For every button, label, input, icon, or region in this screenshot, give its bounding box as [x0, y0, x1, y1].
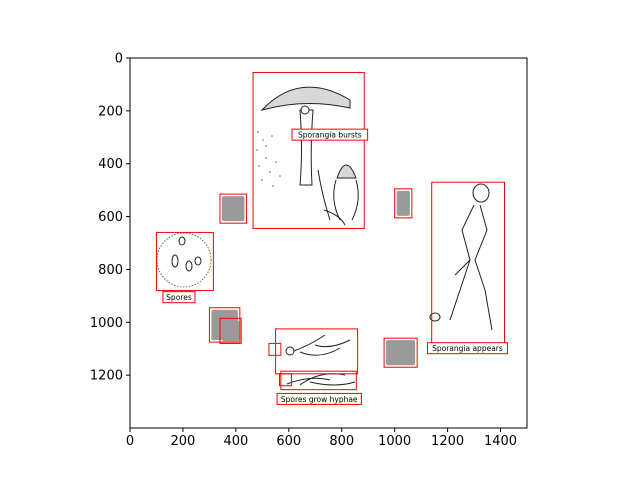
mushroom-illustration [256, 86, 359, 226]
annotation-label-2: Spores [166, 293, 192, 302]
annotation-labels: Sporangia bursts Spores Sporangia appears S… [162, 128, 508, 405]
annotation-label-box-5 [426, 342, 508, 355]
annotation-label-box-2 [162, 291, 196, 304]
plot-frame [129, 57, 528, 429]
y-tick-label-3: 600 [98, 210, 123, 225]
spores-illustration [156, 232, 212, 288]
x-tick-label-7: 1400 [484, 434, 517, 449]
x-tick-label-4: 800 [329, 434, 354, 449]
y-tick-label-0: 0 [115, 52, 123, 67]
annotation-boxes [155, 72, 506, 391]
annotation-box-6 [394, 188, 413, 219]
annotation-label-box-8 [276, 392, 362, 405]
annotation-label-0: Sporangia bursts [298, 131, 362, 140]
annotation-label-box-0 [291, 128, 369, 141]
annotation-label-8: Spores grow hyphae [281, 395, 358, 404]
arrow-glyph-1 [221, 196, 245, 222]
x-tick-label-6: 1200 [431, 434, 464, 449]
arrow-glyph-6 [396, 190, 410, 216]
y-tick-label-2: 400 [98, 157, 123, 172]
x-tick-label-2: 400 [223, 434, 248, 449]
annotation-box-5 [431, 181, 506, 346]
x-tick-label-5: 1000 [378, 434, 411, 449]
x-tick-label-1: 200 [171, 434, 196, 449]
annotation-box-0 [252, 72, 365, 229]
annotation-box-9 [268, 342, 282, 356]
x-tick-label-3: 600 [276, 434, 301, 449]
axes: 0 200 400 600 800 1000 1200 1400 0 200 400 600 800 10… [90, 52, 528, 449]
annotation-box-8 [275, 328, 359, 375]
arrow-layer [211, 190, 416, 366]
sporangium-illustration [429, 183, 493, 331]
annotation-box-10 [279, 373, 292, 387]
annotation-box-11 [280, 370, 357, 391]
y-tick-label-1: 200 [98, 104, 123, 119]
arrow-glyph-7 [386, 340, 416, 366]
annotation-box-1 [219, 193, 247, 224]
y-tick-label-4: 800 [98, 263, 123, 278]
y-tick-label-5: 1000 [90, 316, 123, 331]
annotation-label-5: Sporangia appears [432, 344, 503, 353]
annotation-box-7 [383, 337, 418, 368]
annotation-box-3 [208, 307, 241, 343]
arrow-glyph-4 [221, 320, 240, 342]
hyphae-illustration [285, 334, 356, 386]
x-tick-label-0: 0 [126, 434, 134, 449]
annotation-box-2 [155, 231, 214, 292]
y-tick-label-6: 1200 [90, 369, 123, 384]
annotation-box-4 [219, 317, 242, 344]
